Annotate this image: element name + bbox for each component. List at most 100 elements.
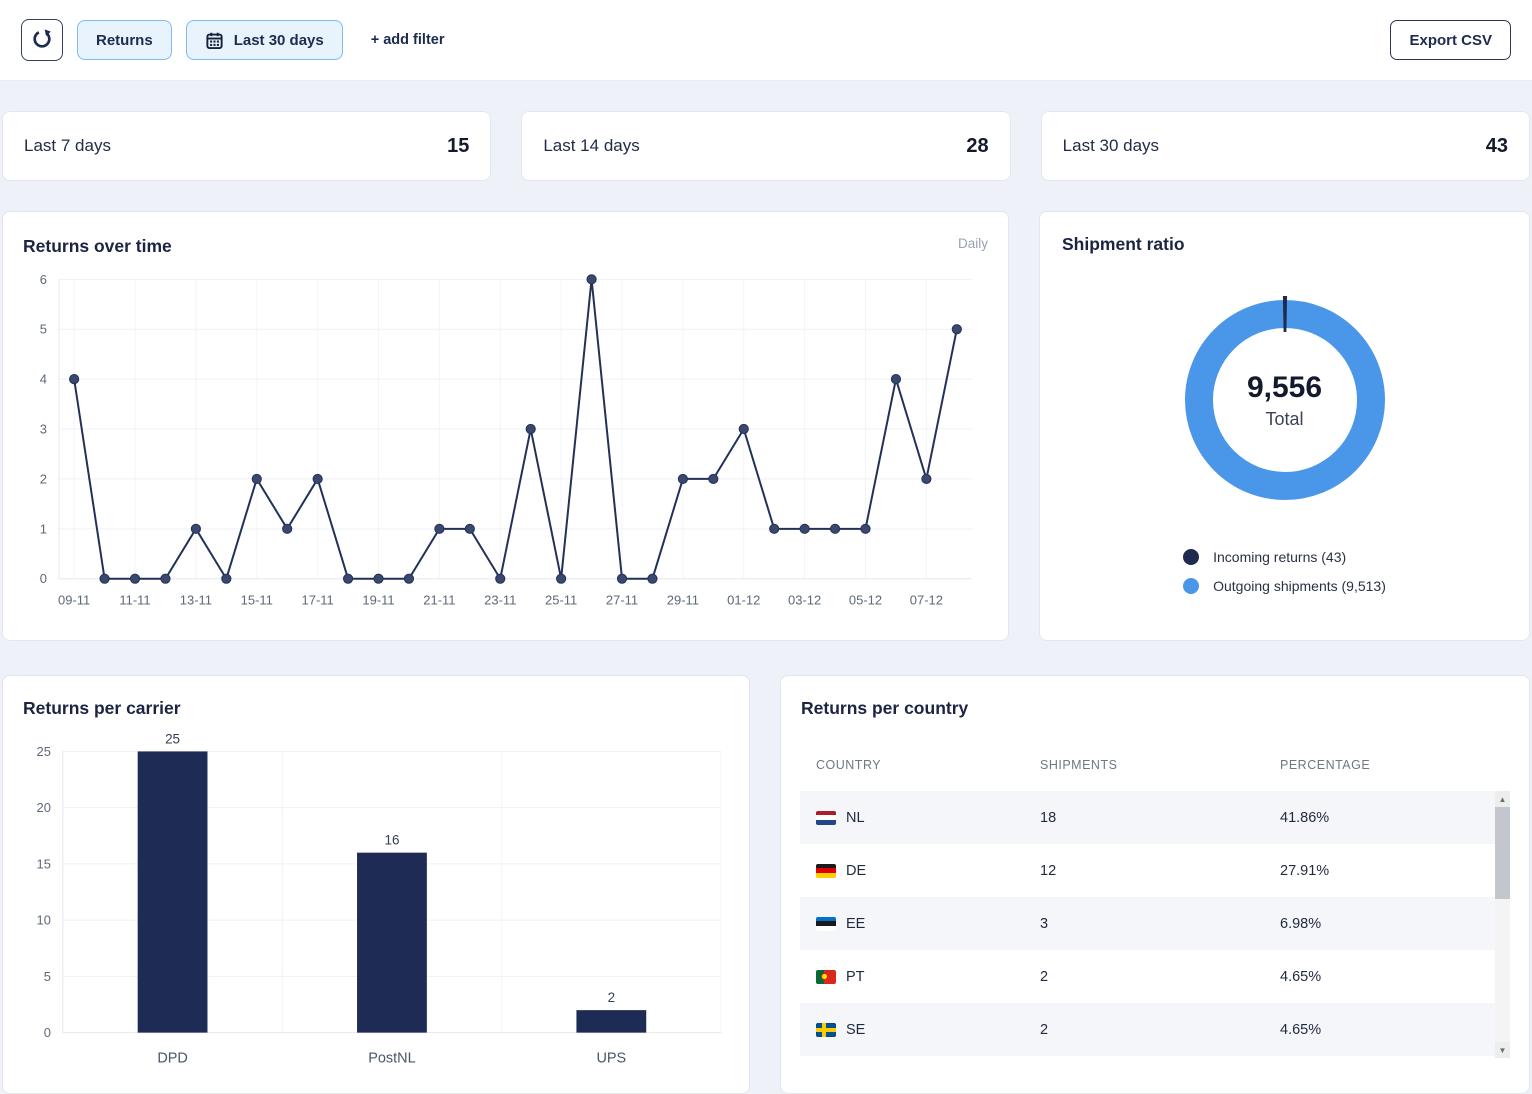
svg-text:21-11: 21-11 [423,593,455,608]
svg-text:0: 0 [40,571,47,586]
refresh-icon [30,27,54,54]
returns-filter-button[interactable]: Returns [77,20,172,60]
donut-total-value: 9,556 [1247,371,1322,405]
country-code: DE [846,863,866,879]
stat-label: Last 30 days [1063,136,1159,156]
flag-icon-nl [816,811,836,825]
percentage-cell: 41.86% [1280,810,1479,826]
stat-card-last-7-days: Last 7 days 15 [2,111,491,181]
svg-text:10: 10 [36,913,50,928]
table-row: DE 1227.91% [800,844,1495,897]
date-range-button[interactable]: Last 30 days [186,20,343,60]
svg-text:16: 16 [384,833,399,848]
country-cell: PT [816,969,1040,985]
svg-text:4: 4 [40,372,47,387]
export-csv-button[interactable]: Export CSV [1390,20,1511,60]
svg-text:25: 25 [36,744,50,759]
percentage-cell: 4.65% [1280,969,1479,985]
legend-item: Outgoing shipments (9,513) [1183,578,1386,594]
svg-text:11-11: 11-11 [119,593,150,608]
stat-value: 43 [1486,135,1508,158]
country-cell: DE [816,863,1040,879]
daily-granularity-label: Daily [958,236,988,251]
svg-text:19-11: 19-11 [362,593,394,608]
add-filter-button[interactable]: + add filter [371,32,445,48]
shipments-cell: 3 [1040,916,1280,932]
svg-text:25: 25 [165,731,180,746]
returns-filter-label: Returns [96,32,153,49]
flag-icon-se [816,1023,836,1037]
percentage-cell: 27.91% [1280,863,1479,879]
donut-total-label: Total [1265,409,1303,430]
svg-text:03-12: 03-12 [788,593,821,608]
returns-per-country-title: Returns per country [781,698,988,718]
column-header-percentage: PERCENTAGE [1280,758,1494,772]
scroll-thumb[interactable] [1495,807,1510,899]
svg-text:3: 3 [40,422,47,437]
svg-text:5: 5 [40,322,47,337]
returns-per-carrier-chart: 051015202525DPD16PostNL2UPS [23,725,729,1077]
returns-over-time-chart: 012345609-1111-1113-1115-1117-1119-1121-… [23,265,988,617]
flag-icon-ee [816,917,836,931]
shipment-ratio-card: Shipment ratio 9,556 Total Incoming retu… [1039,211,1530,641]
shipments-cell: 18 [1040,810,1280,826]
shipments-cell: 12 [1040,863,1280,879]
stat-label: Last 14 days [543,136,639,156]
legend-label: Incoming returns (43) [1213,549,1346,565]
svg-text:20: 20 [36,800,50,815]
legend-color-dot [1183,549,1199,565]
flag-icon-pt [816,970,836,984]
svg-text:DPD: DPD [157,1051,187,1067]
shipment-ratio-legend: Incoming returns (43) Outgoing shipments … [1183,549,1386,594]
svg-text:5: 5 [44,969,51,984]
table-row: EE 36.98% [800,897,1495,950]
dashboard: Last 7 days 15 Last 14 days 28 Last 30 d… [0,81,1532,1094]
country-cell: NL [816,810,1040,826]
refresh-button[interactable] [21,19,63,61]
country-code: NL [846,810,865,826]
shipment-ratio-title: Shipment ratio [1062,234,1185,254]
column-header-shipments: SHIPMENTS [1040,758,1280,772]
stat-label: Last 7 days [24,136,111,156]
scroll-up-arrow[interactable]: ▲ [1495,791,1510,807]
svg-text:01-12: 01-12 [727,593,760,608]
scroll-down-arrow[interactable]: ▼ [1495,1042,1510,1058]
svg-text:2: 2 [40,471,47,486]
table-row: NL 1841.86% [800,791,1495,844]
svg-text:6: 6 [40,272,47,287]
country-cell: SE [816,1022,1040,1038]
svg-text:27-11: 27-11 [606,593,638,608]
svg-text:07-12: 07-12 [910,593,943,608]
legend-label: Outgoing shipments (9,513) [1213,578,1386,594]
country-code: EE [846,916,865,932]
calendar-icon [205,31,224,50]
shipment-ratio-donut: 9,556 Total [1170,285,1400,515]
svg-text:13-11: 13-11 [180,593,212,608]
shipments-cell: 2 [1040,1022,1280,1038]
date-range-label: Last 30 days [234,32,324,49]
toolbar: Returns Last 30 days + add filter Export… [0,0,1532,81]
stat-value: 28 [966,135,988,158]
svg-text:29-11: 29-11 [667,593,699,608]
svg-text:05-12: 05-12 [849,593,882,608]
table-row: PT24.65% [800,950,1495,1003]
table-scrollbar[interactable]: ▲ ▼ [1495,791,1510,1058]
legend-item: Incoming returns (43) [1183,549,1386,565]
summary-cards-row: Last 7 days 15 Last 14 days 28 Last 30 d… [2,111,1530,181]
country-table-header: COUNTRY SHIPMENTS PERCENTAGE [800,745,1510,785]
country-code: PT [846,969,865,985]
returns-per-carrier-card: Returns per carrier 051015202525DPD16Pos… [2,675,750,1094]
svg-text:25-11: 25-11 [545,593,577,608]
svg-text:15-11: 15-11 [241,593,273,608]
returns-per-country-card: Returns per country COUNTRY SHIPMENTS PE… [780,675,1530,1094]
percentage-cell: 6.98% [1280,916,1479,932]
svg-text:1: 1 [40,521,47,536]
svg-text:17-11: 17-11 [302,593,334,608]
svg-text:2: 2 [608,990,615,1005]
charts-row-1: Returns over time Daily 012345609-1111-1… [2,211,1530,641]
svg-text:PostNL: PostNL [368,1051,415,1067]
percentage-cell: 4.65% [1280,1022,1479,1038]
returns-per-carrier-title: Returns per carrier [23,698,181,718]
stat-card-last-30-days: Last 30 days 43 [1041,111,1530,181]
stat-value: 15 [447,135,469,158]
